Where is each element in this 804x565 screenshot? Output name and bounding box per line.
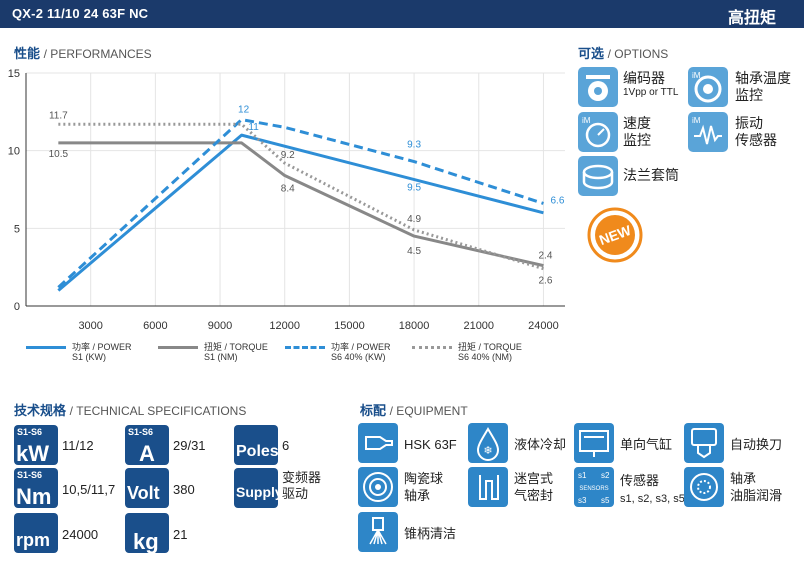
header-bar: QX-2 11/10 24 63F NC 高扭矩 [0,0,804,28]
svg-text:s5: s5 [601,496,610,505]
svg-text:iM: iM [692,116,701,125]
svg-text:❄: ❄ [483,444,492,457]
data-label: 10.5 [49,149,69,160]
data-label: 4.5 [407,246,421,257]
labyrinth-seal-icon [468,467,508,507]
data-label: 11 [248,122,259,133]
spec-rpm-value: 24000 [62,527,99,542]
performance-chart: 0 5 10 15 3000 6000 9000 12000 15000 18000 21000 24… [8,68,565,332]
spec-poles-icon: Poles [234,425,278,465]
options-title: 可选 / OPTIONS [578,46,669,61]
data-label: 4.9 [407,214,421,225]
equipment-lubrication-label: 轴承 油脂润滑 [730,471,783,503]
data-label: 9.3 [407,140,421,151]
svg-text:iM: iM [582,116,591,125]
svg-text:SENSORS: SENSORS [579,486,608,492]
equipment-cleaning-label: 锥柄清洁 [404,526,457,541]
spec-kg-value: 21 [173,527,188,542]
x-tick-label: 6000 [143,320,167,332]
y-tick-label: 15 [8,68,20,80]
y-tick-label: 0 [14,301,20,313]
y-tick-label: 10 [8,146,20,158]
data-label: 6.6 [550,195,564,206]
equipment-sensors-label: 传感器 s1, s2, s3, s5 [620,473,685,505]
flange-sleeve-icon [578,156,618,196]
spec-ampere-value: 29/31 [173,438,206,453]
spec-ampere-icon: S1-S6 A [125,425,169,465]
model-name: QX-2 11/10 24 63F NC [12,6,149,21]
x-tick-label: 18000 [399,320,430,332]
sensors-icon: s1 s2 SENSORS s3 s5 [574,467,614,507]
svg-text:s3: s3 [578,496,587,505]
data-label: 11.7 [49,110,68,121]
spec-supply-value: 变频器 驱动 [282,470,322,501]
bearing-temperature-icon: iM [688,67,728,107]
spec-kw-icon: S1-S6 kW [14,425,58,465]
performances-title: 性能 / PERFORMANCES [14,46,152,61]
liquid-cooling-icon: ❄ [468,423,508,463]
specs-title: 技术规格 / TECHNICAL SPECIFICATIONS [14,403,247,418]
equipment-title: 标配 / EQUIPMENT [360,403,468,418]
spec-poles-value: 6 [282,438,290,453]
spec-volt-value: 380 [173,482,195,497]
grease-lubrication-icon [684,467,724,507]
ceramic-bearing-icon [358,467,398,507]
x-tick-label: 3000 [78,320,102,332]
data-label: 2.4 [538,251,552,262]
y-tick-label: 5 [14,223,20,235]
svg-text:iM: iM [692,71,701,80]
spec-rpm-icon: rpm [14,513,58,553]
vibration-sensor-icon: iM [688,112,728,152]
x-tick-label: 15000 [334,320,365,332]
data-label: 9.2 [281,150,295,161]
speed-monitor-icon: iM [578,112,618,152]
x-tick-label: 9000 [208,320,232,332]
data-label: 2.6 [538,276,552,287]
taper-cleaning-icon [358,512,398,552]
option-vibration-label: 振动 传感器 [735,115,777,148]
series-line-1 [58,141,544,268]
series-line-3 [58,122,544,271]
chart-legend: 功率 / POWER S1 (KW) 扭矩 / TORQUE S1 (NM) 功率 … [0,340,560,370]
equipment-hsk-label: HSK 63F [404,437,457,452]
option-encoder-label: 编码器 1Vpp or TTL [623,70,679,98]
x-tick-label: 21000 [463,320,494,332]
encoder-icon [578,67,618,107]
equipment-bearing-label: 陶瓷球 轴承 [404,471,444,503]
svg-text:s2: s2 [601,471,610,480]
option-speed-label: 速度 监控 [623,115,651,148]
spec-supply-icon: Supply [234,468,278,508]
series-line-2 [57,118,544,289]
x-tick-label: 12000 [269,320,300,332]
new-badge-icon: NEW [587,207,643,263]
spec-volt-icon: Volt [125,468,169,508]
auto-tool-change-icon [684,423,724,463]
series-line-0 [57,133,544,292]
x-tick-label: 24000 [528,320,559,332]
spec-kw-value: 11/12 [62,438,94,453]
option-bearing-temp-label: 轴承温度 监控 [735,70,791,103]
spec-kg-icon: kg [125,513,169,553]
spec-nm-icon: S1-S6 Nm [14,468,58,508]
spec-nm-value: 10,5/11,7 [62,482,116,497]
data-label: 9.5 [407,182,421,193]
hsk-taper-icon [358,423,398,463]
option-flange-label: 法兰套筒 [623,167,679,183]
data-label: 8.4 [281,184,295,195]
equipment-cylinder-label: 单向气缸 [620,437,673,452]
equipment-seal-label: 迷宫式 气密封 [514,471,554,503]
header-tag: 高扭矩 [727,10,776,27]
equipment-toolchange-label: 自动换刀 [730,437,783,452]
data-label: 12 [238,105,250,116]
single-cylinder-icon [574,423,614,463]
equipment-cooling-label: 液体冷却 [514,437,567,452]
svg-text:s1: s1 [578,471,587,480]
